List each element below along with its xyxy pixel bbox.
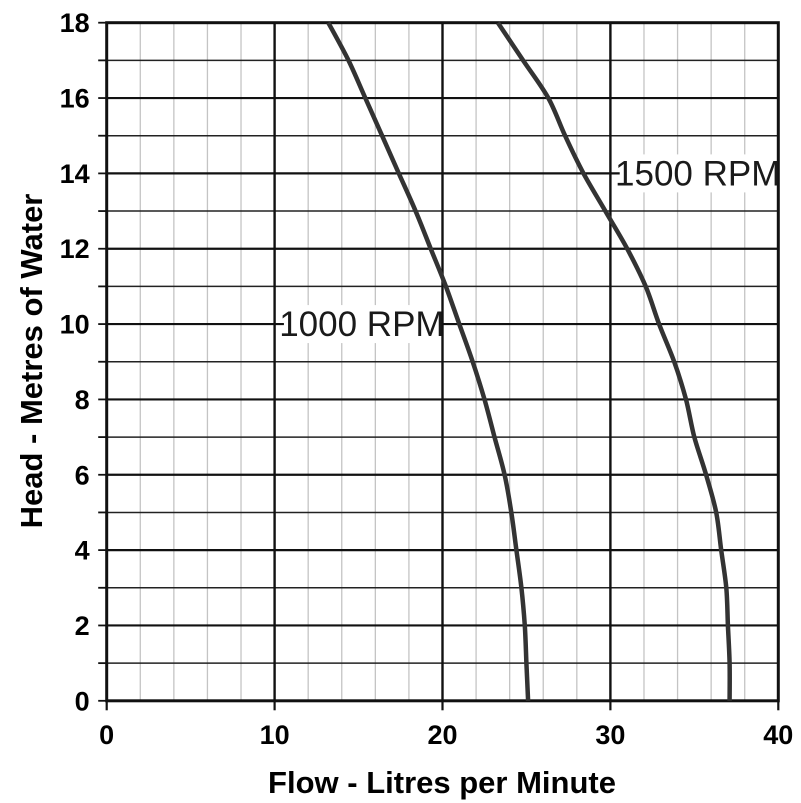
x-tick-label: 20 <box>427 720 457 750</box>
grid-major-vertical-layer <box>273 22 612 701</box>
y-tick-label: 12 <box>60 234 90 264</box>
x-tick-label: 0 <box>99 720 114 750</box>
y-tick-label: 18 <box>60 8 90 38</box>
pump-curve-1500-rpm <box>496 21 732 701</box>
y-tick-label: 0 <box>75 686 90 716</box>
x-axis-title: Flow - Litres per Minute <box>268 765 616 800</box>
y-tick-label: 6 <box>75 460 90 490</box>
x-tick-label: 30 <box>595 720 625 750</box>
x-tick-label: 40 <box>763 720 793 750</box>
curve-labels-layer: 1000 RPM 1500 RPM <box>279 154 780 344</box>
pump-curves-layer <box>326 21 732 701</box>
x-tick-label: 10 <box>260 720 290 750</box>
y-tick-label: 8 <box>75 385 90 415</box>
y-tick-label: 2 <box>75 611 90 641</box>
curve-label: 1000 RPM <box>279 305 444 344</box>
curve-label-mask <box>283 305 440 344</box>
y-tick-label: 10 <box>60 310 90 340</box>
y-tick-label: 16 <box>60 84 90 114</box>
tick-labels-layer: 0 2 4 6 8 10 12 14 16 18 0 10 20 30 40 <box>60 8 794 750</box>
axis-ticks-layer <box>98 21 780 711</box>
y-tick-label: 4 <box>75 536 90 566</box>
pump-curve-1000-rpm <box>326 21 531 701</box>
curve-label: 1500 RPM <box>615 154 780 193</box>
y-axis-title: Head - Metres of Water <box>14 194 49 529</box>
y-tick-label: 14 <box>60 159 90 189</box>
curve-label-mask <box>619 154 776 193</box>
